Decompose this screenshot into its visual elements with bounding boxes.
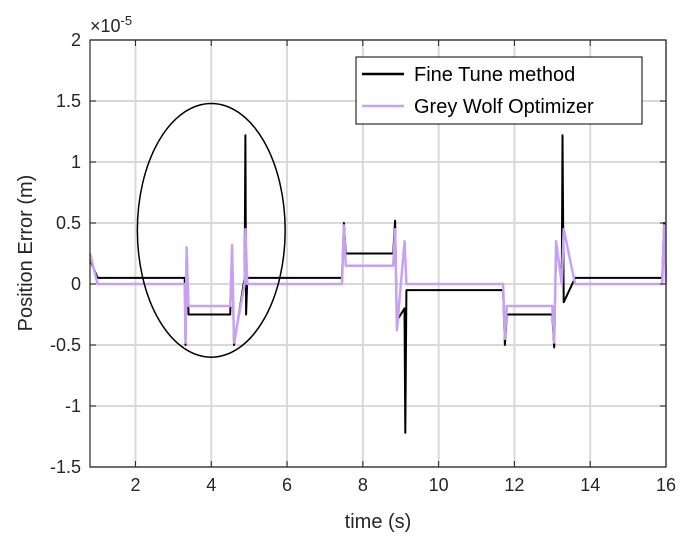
y-exponent-base: ×10 [90, 16, 121, 36]
series-line-grey-wolf [88, 224, 668, 344]
x-tick-label: 4 [206, 475, 216, 495]
y-tick-label: 1.5 [56, 91, 81, 111]
x-tick-label: 16 [656, 475, 676, 495]
y-tick-label: -0.5 [50, 335, 81, 355]
legend-label-gwo: Grey Wolf Optimizer [414, 96, 594, 118]
legend-label-fine-tune: Fine Tune method [414, 64, 575, 86]
y-tick-label: -1 [65, 396, 81, 416]
legend: Fine Tune method Grey Wolf Optimizer [355, 56, 643, 125]
x-axis-label: time (s) [345, 511, 412, 533]
x-tick-label: 10 [429, 475, 449, 495]
y-tick-label: 0 [71, 274, 81, 294]
highlight-ellipse [136, 102, 286, 358]
y-tick-label: 1 [71, 152, 81, 172]
axis-ticks: 2 4 6 8 10 12 14 16 -1.5 -1 -0.5 0 0.5 1 1.5 2 [50, 30, 676, 495]
y-axis-label: Position Error (m) [15, 175, 37, 332]
y-tick-label: -1.5 [50, 457, 81, 477]
x-tick-label: 8 [358, 475, 368, 495]
annotation-layer [136, 102, 286, 358]
plot-frame [89, 39, 667, 468]
y-tick-label: 2 [71, 30, 81, 50]
x-tick-label: 14 [580, 475, 600, 495]
x-tick-label: 6 [282, 475, 292, 495]
legend-box [355, 56, 643, 125]
y-exponent-power: -5 [121, 13, 133, 28]
x-tick-label: 12 [504, 475, 524, 495]
data-series [88, 134, 668, 434]
y-exponent-label: ×10-5 [90, 13, 132, 36]
x-tick-label: 2 [130, 475, 140, 495]
y-tick-label: 0.5 [56, 213, 81, 233]
